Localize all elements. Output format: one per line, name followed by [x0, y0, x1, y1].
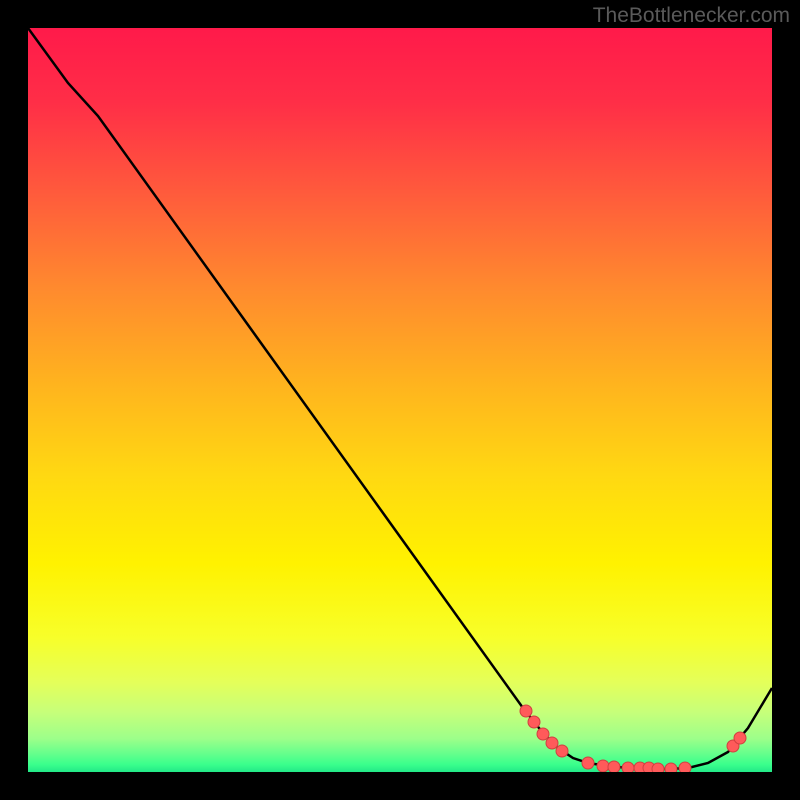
data-marker [622, 762, 634, 772]
data-marker [652, 763, 664, 772]
data-marker [734, 732, 746, 744]
data-marker [679, 762, 691, 772]
watermark-text: TheBottlenecker.com [593, 4, 790, 28]
chart-container: TheBottlenecker.com [0, 0, 800, 800]
bottleneck-curve [28, 28, 772, 769]
data-marker [608, 761, 620, 772]
data-marker [665, 763, 677, 772]
plot-area [28, 28, 772, 772]
data-marker [556, 745, 568, 757]
data-marker [546, 737, 558, 749]
data-marker [528, 716, 540, 728]
curve-layer [28, 28, 772, 772]
data-marker [597, 760, 609, 772]
data-marker [520, 705, 532, 717]
data-marker [537, 728, 549, 740]
data-marker [582, 757, 594, 769]
